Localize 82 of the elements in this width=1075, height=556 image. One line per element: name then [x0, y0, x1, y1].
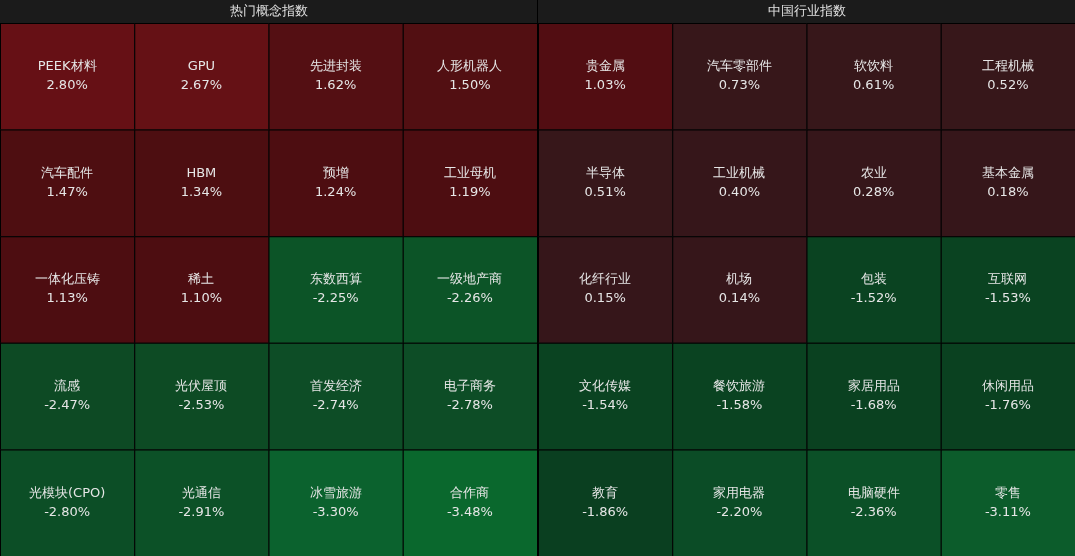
category-label: 汽车配件	[41, 164, 94, 180]
data-label: -2.74%	[312, 396, 359, 412]
category-label: 一级地产商	[437, 271, 503, 287]
category-label: 冰雪旅游	[309, 484, 362, 500]
category-label: 先进封装	[309, 58, 362, 74]
data-label: -2.36%	[850, 503, 897, 519]
data-label: -1.52%	[850, 290, 897, 306]
category-label: 家用电器	[713, 484, 766, 500]
data-label: 0.51%	[584, 183, 626, 199]
data-label: -1.76%	[984, 396, 1031, 412]
data-label: -3.30%	[312, 503, 359, 519]
category-label: 电脑硬件	[847, 484, 900, 500]
data-label: -1.53%	[984, 290, 1031, 306]
data-label: -1.54%	[582, 396, 629, 412]
data-label: 0.28%	[852, 183, 895, 199]
data-label: 0.73%	[718, 77, 761, 93]
category-label: PEEK材料	[37, 58, 97, 74]
data-label: -1.68%	[850, 396, 897, 412]
data-label: 1.50%	[449, 77, 491, 93]
category-label: 首发经济	[309, 377, 362, 393]
data-label: -3.11%	[984, 503, 1031, 519]
category-label: GPU	[187, 58, 216, 74]
category-label: 半导体	[585, 164, 625, 180]
data-label: -2.80%	[44, 503, 91, 519]
data-label: 1.13%	[46, 290, 88, 306]
category-label: 休闲用品	[981, 377, 1034, 393]
data-label: -2.91%	[178, 503, 225, 519]
category-label: 工业母机	[443, 164, 496, 180]
data-label: -2.53%	[178, 396, 225, 412]
text: 中国行业指数	[766, 2, 847, 20]
category-label: 软饮料	[854, 58, 894, 74]
data-label: 0.40%	[718, 183, 761, 199]
data-label: 0.14%	[718, 290, 761, 306]
category-label: 零售	[994, 484, 1021, 500]
data-label: -2.20%	[716, 503, 763, 519]
category-label: 流感	[54, 377, 81, 393]
data-label: 1.19%	[449, 183, 491, 199]
data-label: 2.67%	[180, 77, 223, 93]
data-label: 1.34%	[180, 183, 223, 199]
category-label: 一体化压铸	[34, 271, 100, 287]
category-label: 东数西算	[309, 271, 362, 287]
data-label: 0.15%	[584, 290, 626, 306]
data-label: 1.24%	[314, 183, 357, 199]
category-label: 基本金属	[981, 164, 1034, 180]
data-label: 1.47%	[46, 183, 88, 199]
data-label: -3.48%	[446, 503, 493, 519]
category-label: 人形机器人	[437, 58, 503, 74]
category-label: 家居用品	[847, 377, 900, 393]
category-label: 工程机械	[981, 58, 1034, 74]
data-label: -1.86%	[582, 503, 629, 519]
data-label: 0.61%	[852, 77, 895, 93]
data-label: 0.18%	[987, 183, 1029, 199]
data-label: 1.10%	[180, 290, 223, 306]
category-label: 汽车零部件	[706, 58, 772, 74]
category-label: 化纤行业	[579, 271, 632, 287]
data-label: 1.62%	[314, 77, 357, 93]
data-label: -2.78%	[446, 396, 493, 412]
category-label: 教育	[592, 484, 619, 500]
data-label: -2.26%	[446, 290, 493, 306]
data-label: -2.47%	[44, 396, 91, 412]
category-label: 餐饮旅游	[713, 377, 766, 393]
category-label: 工业机械	[713, 164, 766, 180]
category-label: 光通信	[181, 484, 221, 500]
category-label: 合作商	[450, 484, 490, 500]
text: 热门概念指数	[228, 2, 309, 20]
category-label: 电子商务	[443, 377, 496, 393]
category-label: 预增	[322, 164, 349, 180]
category-label: 光模块(CPO)	[28, 484, 106, 500]
category-label: 稀土	[188, 271, 215, 287]
data-label: -1.58%	[716, 396, 763, 412]
category-label: 贵金属	[585, 58, 625, 74]
category-label: 互联网	[988, 271, 1028, 287]
category-label: 光伏屋顶	[175, 377, 228, 393]
category-label: 机场	[726, 271, 753, 287]
category-label: 文化传媒	[579, 377, 632, 393]
category-label: HBM	[186, 164, 217, 180]
data-label: 2.80%	[46, 77, 88, 93]
category-label: 农业	[860, 164, 887, 180]
category-label: 包装	[860, 271, 887, 287]
data-label: -2.25%	[312, 290, 359, 306]
data-label: 1.03%	[584, 77, 626, 93]
data-label: 0.52%	[987, 77, 1029, 93]
